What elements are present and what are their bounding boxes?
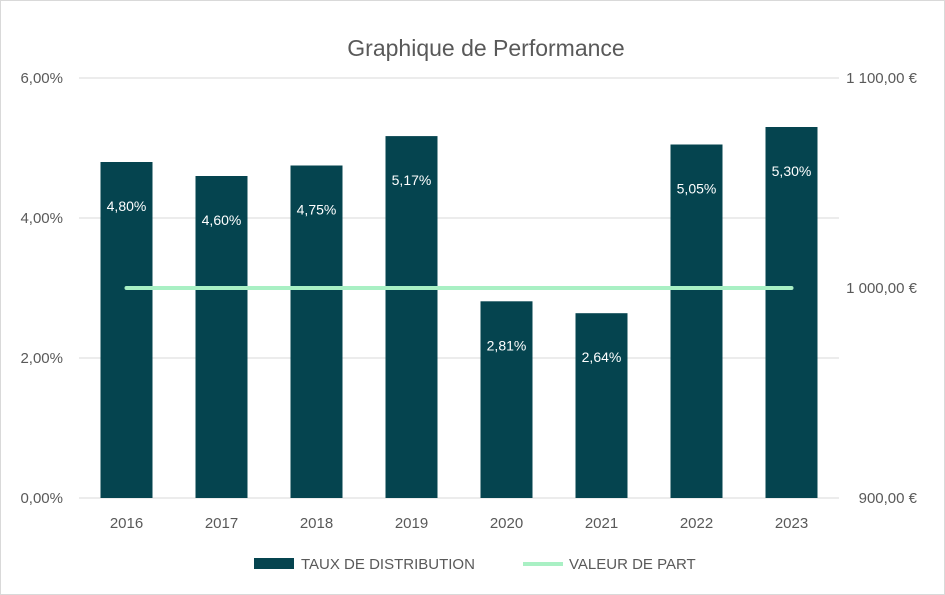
y-right-tick-label: 1 100,00 € (846, 70, 918, 87)
legend-swatch-taux-de-distribution (254, 558, 294, 569)
bar-2017 (195, 176, 248, 498)
bar-2016 (100, 162, 153, 498)
y-left-tick-label: 4,00% (20, 210, 63, 227)
data-label-2019: 5,17% (392, 172, 432, 188)
x-tick-label: 2021 (585, 515, 618, 532)
y-left-tick-label: 0,00% (20, 490, 63, 507)
x-tick-label: 2017 (205, 515, 238, 532)
bar-2022 (670, 144, 723, 498)
data-label-2020: 2,81% (487, 337, 527, 353)
chart-title: Graphique de Performance (347, 35, 624, 61)
bar-2020 (480, 301, 533, 498)
legend-label-valeur-de-part: VALEUR DE PART (569, 556, 696, 573)
y-axis-right: 900,00 € 1 000,00 € 1 100,00 € (846, 70, 918, 507)
x-axis: 2016 2017 2018 2019 2020 2021 2022 2023 (110, 515, 808, 532)
data-label-2022: 5,05% (677, 181, 717, 197)
data-label-2016: 4,80% (107, 198, 147, 214)
x-tick-label: 2016 (110, 515, 143, 532)
x-tick-label: 2020 (490, 515, 523, 532)
legend: TAUX DE DISTRIBUTION VALEUR DE PART (254, 556, 696, 573)
y-right-tick-label: 900,00 € (859, 490, 918, 507)
bar-2021 (575, 313, 628, 498)
data-label-2018: 4,75% (297, 202, 337, 218)
y-right-tick-label: 1 000,00 € (846, 280, 918, 297)
data-labels: 4,80% 4,60% 4,75% 5,17% 2,81% 2,64% 5,05% 5,30% (107, 163, 812, 365)
bar-2019 (385, 136, 438, 498)
y-left-tick-label: 6,00% (20, 70, 63, 87)
bar-2018 (290, 165, 343, 498)
x-tick-label: 2023 (775, 515, 808, 532)
bar-2023 (765, 127, 818, 498)
y-left-tick-label: 2,00% (20, 350, 63, 367)
data-label-2017: 4,60% (202, 212, 242, 228)
x-tick-label: 2022 (680, 515, 713, 532)
x-tick-label: 2019 (395, 515, 428, 532)
data-label-2023: 5,30% (772, 163, 812, 179)
bar-series (100, 127, 818, 498)
legend-label-taux-de-distribution: TAUX DE DISTRIBUTION (301, 556, 475, 573)
y-axis-left: 0,00% 2,00% 4,00% 6,00% (20, 70, 63, 507)
x-tick-label: 2018 (300, 515, 333, 532)
data-label-2021: 2,64% (582, 349, 622, 365)
